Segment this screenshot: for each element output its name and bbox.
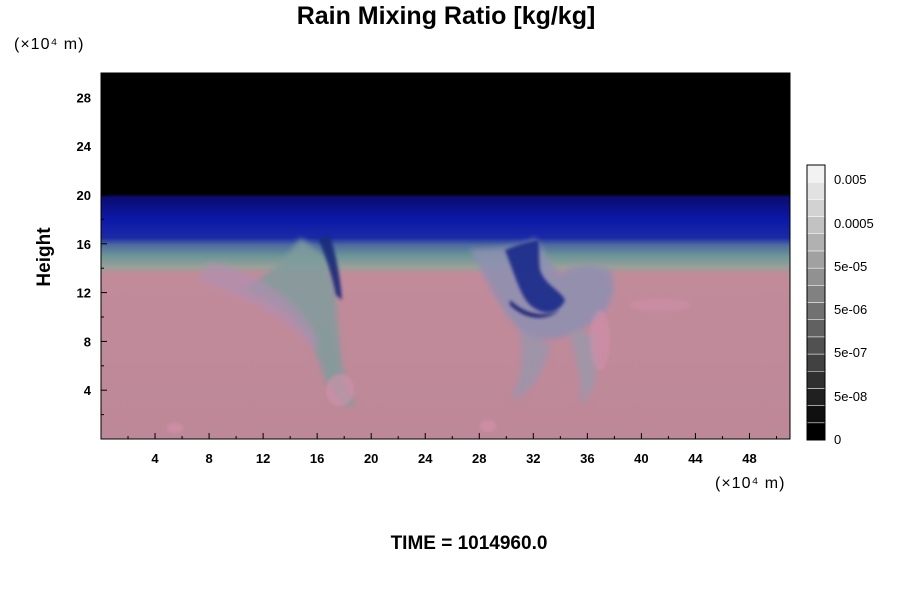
plume-right-core	[505, 240, 565, 318]
colorbar-swatch	[806, 353, 826, 372]
x-tick-label: 24	[418, 451, 433, 466]
plot-frame	[100, 72, 791, 440]
colorbar-label: 5e-07	[834, 345, 867, 360]
plume-left	[200, 238, 355, 406]
x-tick-label: 44	[688, 451, 703, 466]
x-tick-label: 32	[526, 451, 540, 466]
colorbar-label: 5e-08	[834, 389, 867, 404]
colorbar-swatch	[806, 371, 826, 389]
y-tick-label: 12	[77, 286, 91, 301]
colorbar-swatch	[806, 405, 826, 424]
colorbar-swatch	[806, 181, 826, 200]
x-tick-label: 28	[472, 451, 486, 466]
x-tick-label: 12	[256, 451, 270, 466]
plume-left-core	[318, 236, 342, 300]
colorbar-label: 0.005	[834, 172, 867, 187]
colorbar-label: 0	[834, 432, 841, 447]
colorbar-swatch	[806, 302, 826, 320]
colorbar-swatch	[806, 422, 826, 441]
y-tick-label: 24	[77, 139, 92, 154]
chart-title: Rain Mixing Ratio [kg/kg]	[297, 2, 596, 30]
x-tick-label: 4	[151, 451, 159, 466]
y-tick-label: 4	[84, 383, 92, 398]
colorbar-swatch	[806, 199, 826, 217]
colorbar-swatch	[806, 164, 826, 183]
x-tick-label: 16	[310, 451, 324, 466]
colorbar-label: 0.0005	[834, 216, 874, 231]
x-axis: 4 8 12 16 20 24 28 32 36 40 44 48	[127, 433, 777, 466]
plot-area	[100, 72, 791, 440]
y-axis-unit: (×10⁴ m)	[14, 36, 84, 53]
colorbar-swatch	[806, 285, 826, 303]
y-tick-label: 28	[77, 90, 91, 105]
colorbar-label: 5e-05	[834, 259, 867, 274]
x-tick-label: 36	[580, 451, 594, 466]
colorbar-swatch	[806, 250, 826, 269]
y-tick-label: 8	[84, 334, 91, 349]
x-tick-label: 8	[205, 451, 212, 466]
x-tick-label: 40	[634, 451, 648, 466]
x-tick-label: 20	[364, 451, 378, 466]
x-tick-label: 48	[742, 451, 756, 466]
y-axis: 4 8 12 16 20 24 28	[77, 90, 107, 416]
colorbar-swatch	[806, 233, 826, 252]
pink-swirls	[167, 299, 690, 433]
field-background	[101, 73, 790, 439]
colorbar-frame	[806, 164, 826, 441]
time-label: TIME = 1014960.0	[391, 533, 548, 554]
colorbar-swatch	[806, 336, 826, 355]
y-tick-label: 16	[77, 237, 91, 252]
colorbar-swatch	[806, 216, 826, 234]
y-tick-label: 20	[77, 188, 91, 203]
colorbar-swatch	[806, 267, 826, 286]
colorbar-swatch	[806, 388, 826, 406]
colorbar-label: 5e-06	[834, 302, 867, 317]
x-axis-unit: (×10⁴ m)	[715, 475, 785, 492]
colorbar-swatch	[806, 319, 826, 338]
colorbar: 0.005 0.0005 5e-05 5e-06 5e-07 5e-08 0	[806, 164, 874, 447]
y-axis-label: Height	[34, 227, 55, 287]
